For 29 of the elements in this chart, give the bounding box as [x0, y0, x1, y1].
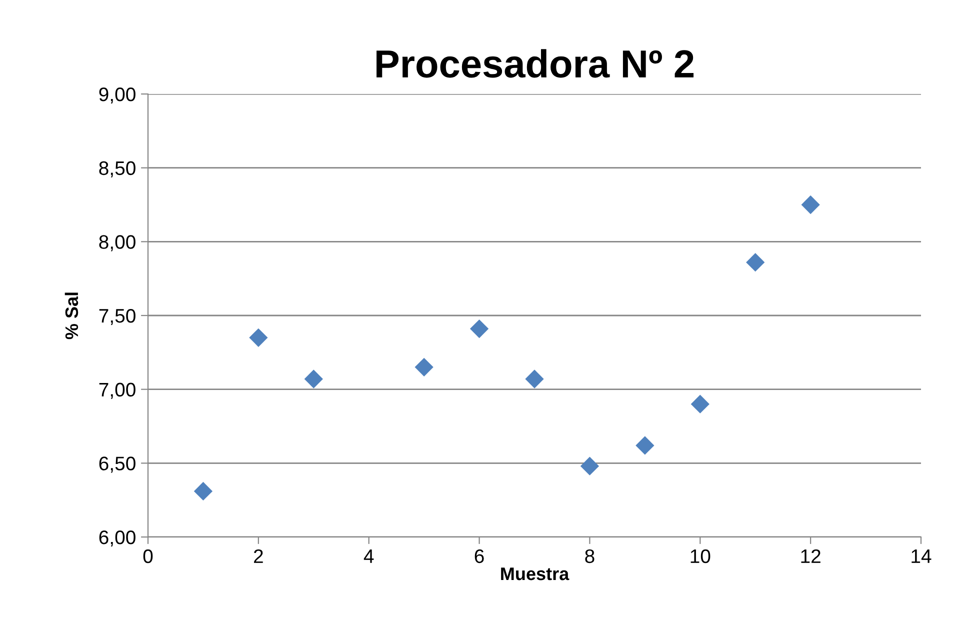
y-tick-label: 8,00 — [99, 235, 136, 252]
x-tick-label: 10 — [690, 549, 710, 564]
x-tick-label: 4 — [364, 550, 374, 563]
x-tick-label: 14 — [912, 550, 932, 563]
point — [304, 370, 323, 388]
point — [580, 456, 600, 476]
x-tick-label: 12 — [801, 549, 820, 563]
point — [470, 319, 489, 338]
x-tick-label: 0 — [143, 549, 153, 564]
x-tick-label: 8 — [585, 549, 594, 564]
point — [636, 436, 654, 455]
x-axis-title: Muestra — [501, 568, 570, 580]
x-tick-label: 2 — [254, 549, 263, 563]
x-tick-label: 6 — [474, 549, 484, 564]
point — [746, 253, 765, 272]
y-tick-label: 7,00 — [99, 382, 136, 399]
point — [414, 358, 434, 376]
point — [525, 370, 544, 388]
point — [194, 482, 213, 501]
y-axis-title: % Sal — [64, 292, 78, 340]
point — [249, 328, 268, 347]
y-tick-label: 9,00 — [99, 87, 136, 104]
y-tick-label: 8,50 — [99, 161, 136, 178]
point — [801, 195, 820, 214]
y-tick-label: 6,50 — [99, 456, 136, 473]
y-tick-label: 7,50 — [99, 308, 136, 326]
y-tick-label: 6,00 — [99, 530, 136, 547]
chart-title: Procesadora Nº 2 — [376, 49, 694, 78]
point — [690, 394, 710, 414]
